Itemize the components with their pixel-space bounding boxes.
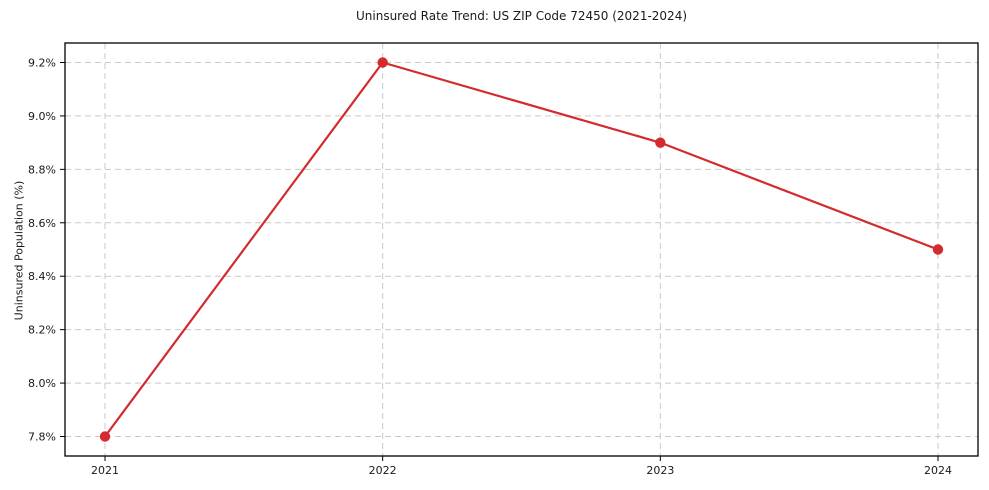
y-tick-label: 9.0%: [28, 110, 56, 123]
chart-title: Uninsured Rate Trend: US ZIP Code 72450 …: [355, 9, 688, 23]
data-point: [932, 244, 944, 255]
x-tick-label: 2021: [91, 464, 119, 477]
y-tick-label: 8.0%: [28, 377, 56, 390]
y-tick-label: 8.4%: [28, 270, 56, 283]
data-point: [377, 57, 388, 68]
x-tick-label: 2022: [369, 464, 397, 477]
y-tick-label: 7.8%: [28, 430, 56, 443]
plot-border: [64, 42, 979, 457]
y-tick-label: 8.6%: [28, 217, 56, 230]
data-point: [655, 137, 666, 148]
y-tick-label: 8.2%: [28, 324, 56, 337]
x-tick-label: 2023: [646, 464, 674, 477]
trend-line: [103, 61, 940, 438]
y-tick-label: 8.8%: [28, 163, 56, 176]
data-point: [99, 431, 111, 442]
y-tick-label: 9.2%: [28, 57, 56, 70]
x-tick-label: 2024: [924, 464, 952, 477]
